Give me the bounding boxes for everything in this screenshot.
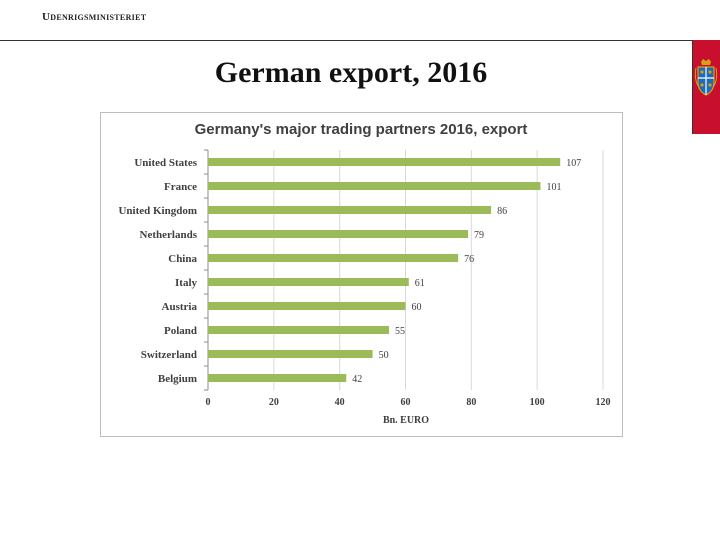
- category-label: United States: [134, 157, 197, 169]
- category-label: Italy: [175, 277, 198, 289]
- x-tick-label: 120: [596, 397, 611, 408]
- x-tick-label: 60: [401, 397, 411, 408]
- bar: [208, 206, 492, 214]
- bar: [208, 374, 347, 382]
- value-label: 61: [415, 278, 425, 289]
- bar-chart: Germany's major trading partners 2016, e…: [118, 121, 610, 426]
- crest-divider: [692, 40, 693, 134]
- value-label: 50: [379, 350, 389, 361]
- category-label: United Kingdom: [118, 205, 197, 217]
- chart-frame: [100, 112, 623, 437]
- value-label: 107: [566, 158, 581, 169]
- bar: [208, 326, 390, 334]
- x-tick-label: 40: [335, 397, 345, 408]
- bar: [208, 254, 459, 262]
- bar: [208, 158, 561, 166]
- x-tick-label: 0: [206, 397, 211, 408]
- ministry-name: Udenrigsministeriet: [42, 11, 147, 23]
- category-label: Netherlands: [140, 229, 198, 241]
- bar: [208, 230, 469, 238]
- value-label: 42: [352, 374, 362, 385]
- category-label: Austria: [162, 301, 198, 313]
- chart-title: Germany's major trading partners 2016, e…: [195, 121, 528, 138]
- bar: [208, 182, 541, 190]
- category-label: France: [164, 181, 197, 193]
- header-divider: [0, 40, 693, 41]
- coat-of-arms-icon: [694, 59, 718, 96]
- bar: [208, 302, 406, 310]
- value-label: 79: [474, 230, 484, 241]
- x-tick-label: 20: [269, 397, 279, 408]
- value-label: 86: [497, 206, 507, 217]
- category-label: China: [168, 253, 197, 265]
- category-label: Switzerland: [141, 349, 197, 361]
- chart-bars: [208, 158, 561, 382]
- category-label: Poland: [164, 325, 197, 337]
- bar: [208, 278, 409, 286]
- value-label: 55: [395, 326, 405, 337]
- x-axis-label: Bn. EURO: [383, 415, 429, 426]
- chart-labels: 0 20 40 60 80 100 120 United States 107 France 101…: [118, 157, 610, 408]
- bar: [208, 350, 373, 358]
- x-tick-label: 100: [530, 397, 545, 408]
- value-label: 76: [464, 254, 474, 265]
- value-label: 101: [546, 182, 561, 193]
- category-label: Belgium: [158, 373, 197, 385]
- value-label: 60: [412, 302, 422, 313]
- x-tick-label: 80: [466, 397, 476, 408]
- slide-title: German export, 2016: [214, 56, 488, 89]
